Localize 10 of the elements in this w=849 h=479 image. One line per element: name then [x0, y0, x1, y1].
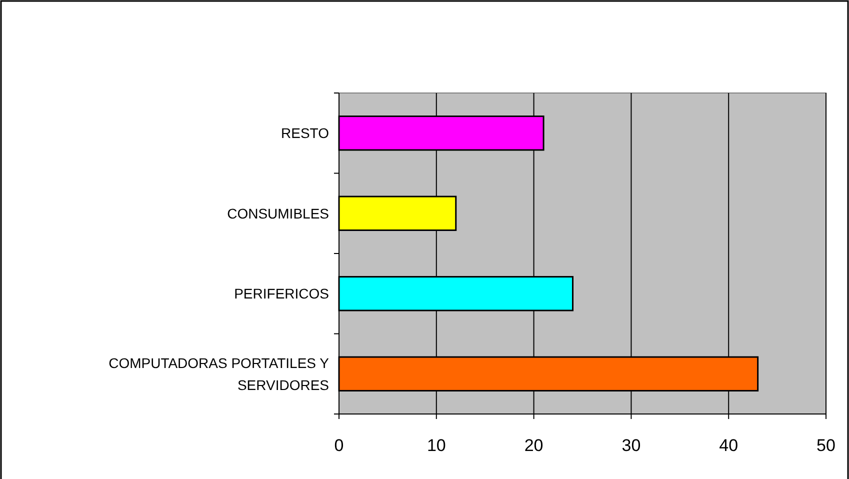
- y-tick-label: PERIFERICOS: [234, 286, 329, 302]
- x-tick-label: 50: [816, 436, 836, 455]
- x-tick-label: 40: [719, 436, 738, 455]
- x-tick-label: 10: [426, 436, 446, 455]
- y-tick-label: RESTO: [281, 125, 330, 142]
- y-tick-label: COMPUTADORAS PORTATILES Y SERVIDORES: [108, 354, 330, 393]
- x-tick-label: 30: [622, 436, 641, 455]
- x-tick-label: 0: [334, 436, 344, 455]
- x-tick-label: 20: [524, 436, 544, 455]
- y-tick-label: CONSUMIBLES: [227, 205, 329, 222]
